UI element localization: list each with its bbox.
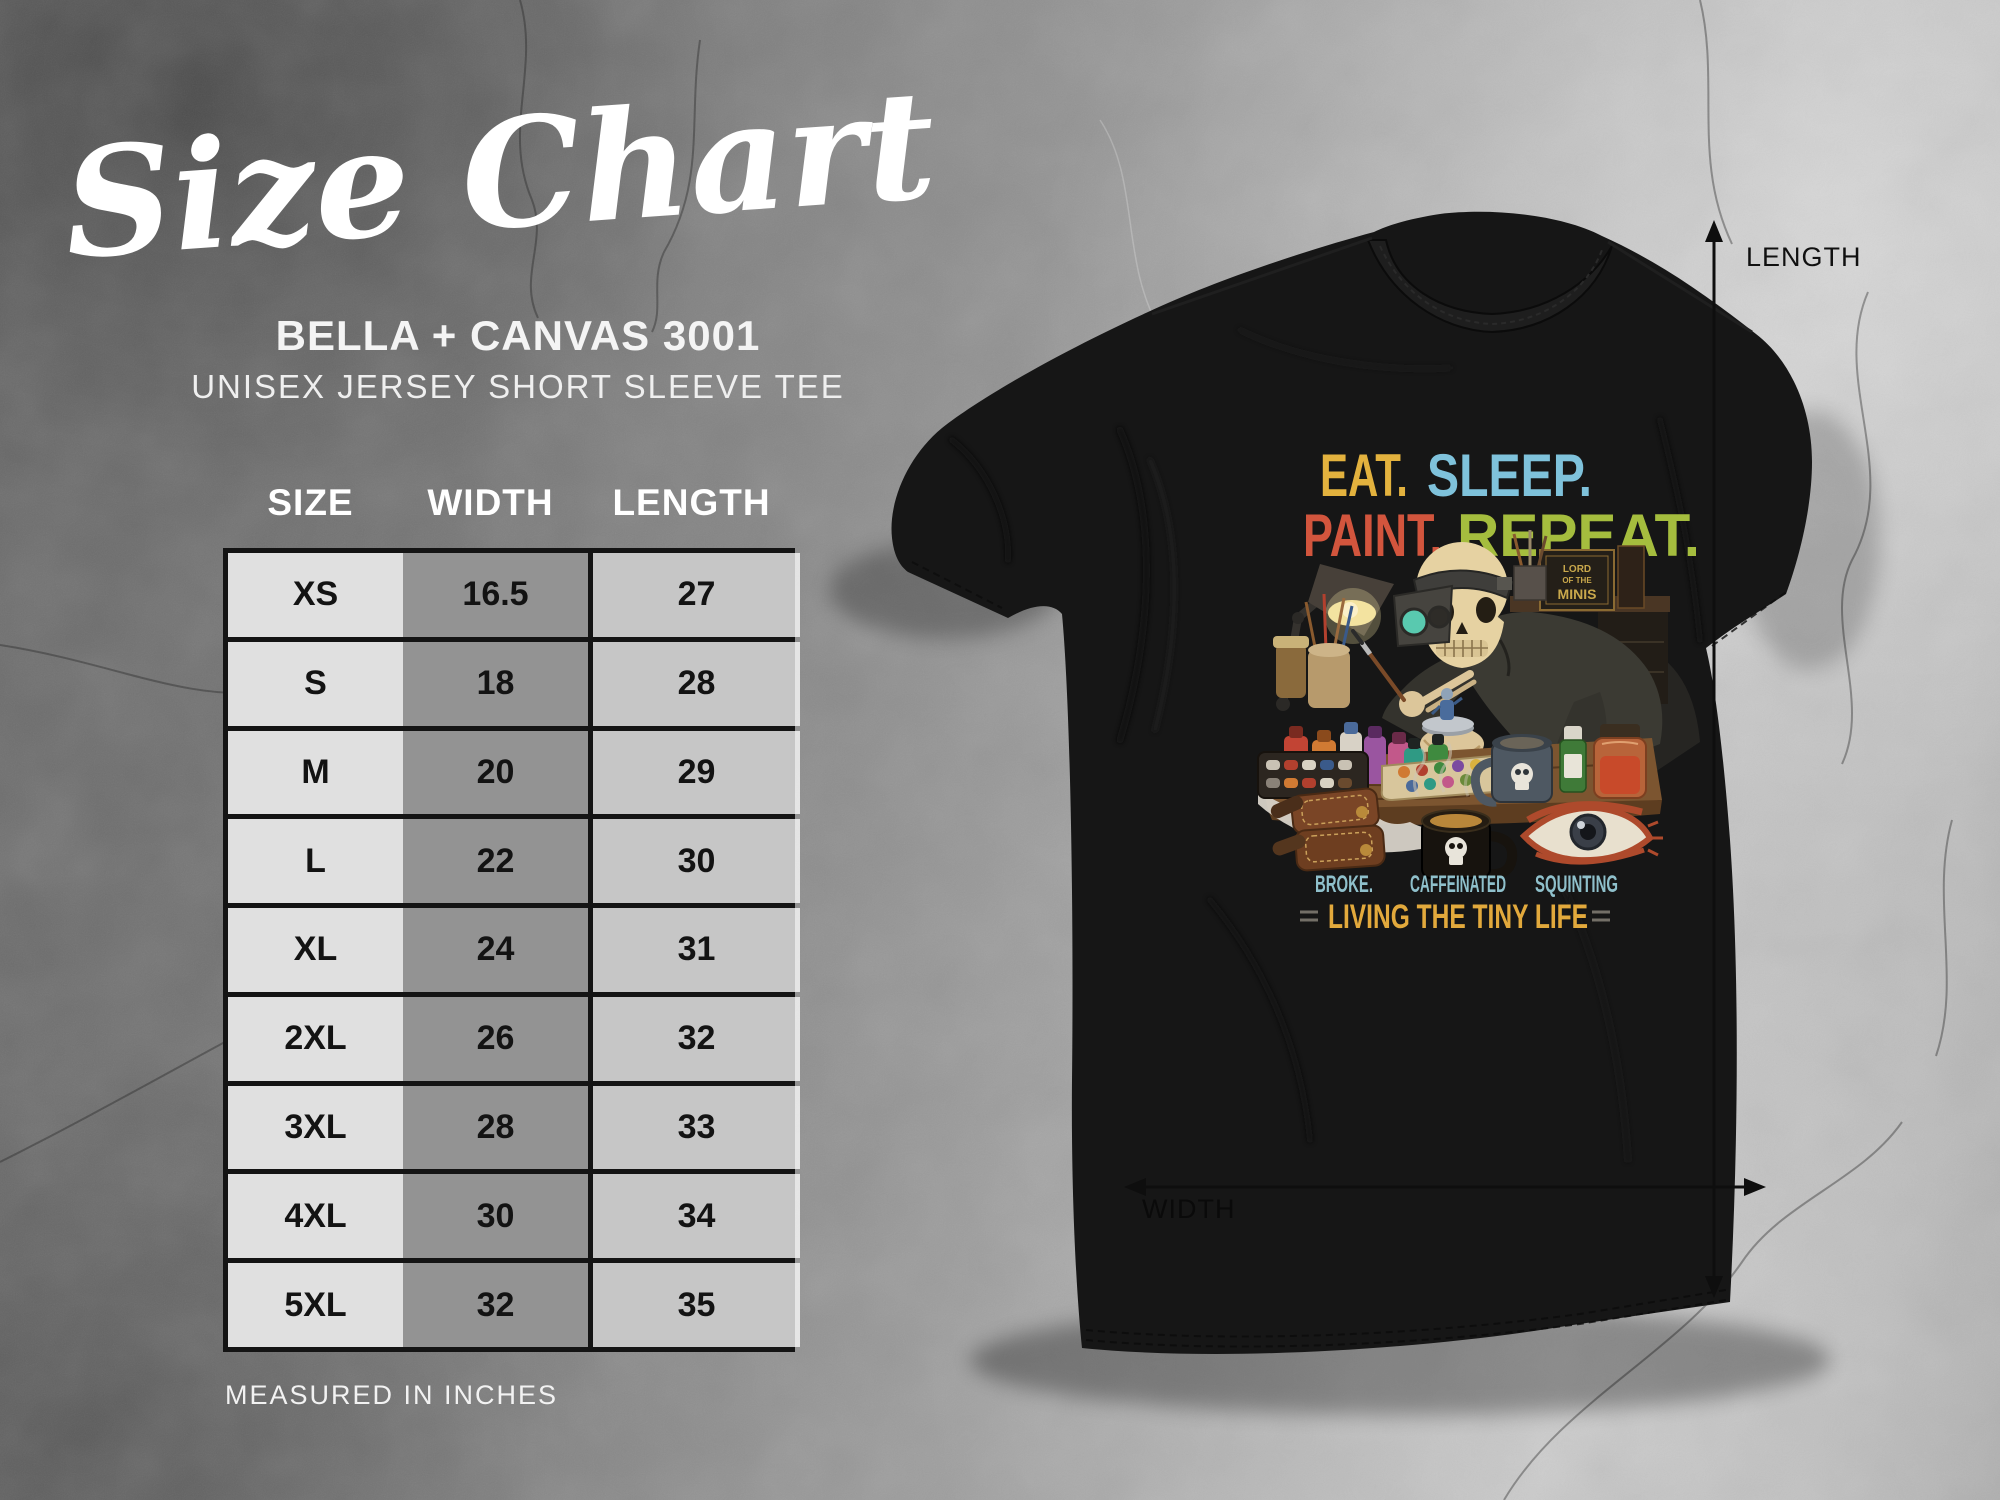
length-cell: 34 (593, 1174, 800, 1259)
book-title-line3: MINIS (1558, 586, 1597, 602)
length-cell: 32 (593, 996, 800, 1081)
book-spine (1617, 545, 1645, 609)
shirt-design: EAT. SLEEP. PAINT. REPEAT. (1257, 442, 1700, 936)
column-header-length: LENGTH (612, 482, 771, 523)
size-cell: 3XL (228, 1085, 403, 1170)
design-tagline: LIVING THE TINY LIFE (1328, 898, 1588, 936)
width-cell: 32 (403, 1263, 588, 1347)
green-bottle (1559, 726, 1587, 793)
squinting-eye (1519, 801, 1663, 865)
length-cell: 35 (593, 1263, 800, 1347)
design-word-sleep: SLEEP. (1427, 442, 1592, 509)
amber-jar (1593, 724, 1647, 799)
width-cell: 24 (403, 908, 588, 992)
mini-figure (1440, 700, 1454, 720)
subtitle-block: BELLA + CANVAS 3001 UNISEX JERSEY SHORT … (98, 312, 938, 406)
table-row-sizewidth: XS 16.5 (228, 553, 588, 637)
size-cell: S (228, 641, 403, 726)
table-footnote: MEASURED IN INCHES (225, 1380, 559, 1410)
table-row-sizewidth: M 20 (228, 730, 588, 815)
design-word-eat: EAT. (1320, 442, 1408, 509)
hem-stitching (911, 561, 1787, 1348)
leather-wallet (1270, 787, 1386, 872)
title-script-svg: Size Chart (58, 57, 940, 293)
width-cell: 28 (403, 1085, 588, 1170)
table-row-sizewidth: XL 24 (228, 908, 588, 992)
collar (1151, 236, 1753, 334)
design-tagline-group: LIVING THE TINY LIFE (1300, 898, 1610, 936)
width-cell: 20 (403, 730, 588, 815)
column-header-width: WIDTH (427, 482, 554, 523)
measurement-arrows (1124, 220, 1766, 1298)
book-title-line1: LORD (1563, 564, 1591, 575)
magnifier-lens-dark (1427, 605, 1451, 629)
length-arrowhead-bottom (1705, 1276, 1723, 1298)
size-cell: XL (228, 908, 403, 992)
paint-organizer (1257, 751, 1369, 799)
magnifier-lens-teal (1399, 607, 1429, 637)
brush-cup-shelf (1512, 530, 1548, 601)
skull-mug-desk (1470, 734, 1553, 807)
width-cell: 16.5 (403, 553, 588, 637)
design-line1: EAT. SLEEP. (1320, 442, 1592, 509)
width-cell: 22 (403, 819, 588, 904)
length-measure-label: LENGTH (1746, 242, 1862, 272)
table-row-sizewidth: 4XL 30 (228, 1174, 588, 1259)
coffee-mug (1413, 741, 1518, 880)
length-cell: 33 (593, 1085, 800, 1170)
width-arrowhead-left (1124, 1178, 1146, 1196)
design-illustration: LORD OF THE MINIS (1257, 530, 1700, 880)
table-row-sizewidth: 5XL 32 (228, 1263, 588, 1347)
design-word-paint: PAINT. (1303, 502, 1442, 569)
size-cell: 2XL (228, 996, 403, 1081)
table-row-sizewidth: 3XL 28 (228, 1085, 588, 1170)
width-arrowhead-right (1744, 1178, 1766, 1196)
skull-teeth (1436, 640, 1488, 657)
size-cell: XS (228, 553, 403, 637)
length-cell: 27 (593, 553, 800, 637)
size-table: XS 16.5 27 S 18 28 M 20 29 L 22 30 XL 24 31 2XL 26 32 3XL 2… (223, 548, 800, 1352)
design-captions: BROKE. CAFFEINATED SQUINTING (1315, 871, 1618, 898)
book-title-line2: OF THE (1562, 576, 1592, 585)
length-cell: 29 (593, 730, 800, 815)
length-cell: 28 (593, 641, 800, 726)
width-measure-label: WIDTH (1142, 1194, 1235, 1224)
width-cell: 26 (403, 996, 588, 1081)
product-name: UNISEX JERSEY SHORT SLEEVE TEE (191, 368, 845, 405)
brand-name: BELLA + CANVAS 3001 (275, 312, 761, 359)
column-header-size: SIZE (267, 482, 354, 523)
table-row-sizewidth: L 22 (228, 819, 588, 904)
paint-supplies (1257, 593, 1504, 802)
caption-broke: BROKE. (1315, 871, 1373, 898)
table-row-sizewidth: 2XL 26 (228, 996, 588, 1081)
icon-row (1270, 741, 1663, 880)
width-cell: 30 (403, 1174, 588, 1259)
book-lord-of-the-minis: LORD OF THE MINIS (1539, 549, 1615, 611)
size-cell: L (228, 819, 403, 904)
caption-squinting: SQUINTING (1535, 871, 1618, 898)
length-cell: 30 (593, 819, 800, 904)
size-cell: 5XL (228, 1263, 403, 1347)
width-cell: 18 (403, 641, 588, 726)
desk-items-right (1470, 724, 1647, 807)
table-row-sizewidth: S 18 (228, 641, 588, 726)
magnifier-visor (1392, 569, 1514, 648)
caption-caffeinated: CAFFEINATED (1410, 871, 1506, 898)
length-cell: 31 (593, 908, 800, 992)
length-arrowhead-top (1705, 220, 1723, 242)
size-cell: M (228, 730, 403, 815)
fabric-folds (949, 328, 1703, 1163)
size-cell: 4XL (228, 1174, 403, 1259)
